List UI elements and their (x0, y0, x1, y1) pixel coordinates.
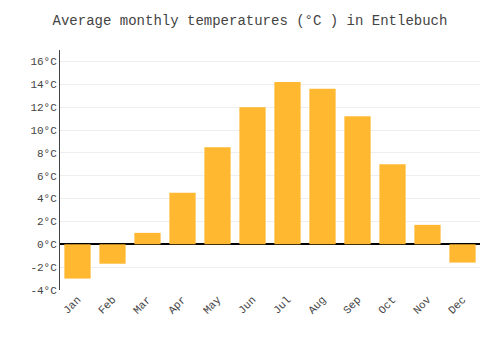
svg-text:Sep: Sep (341, 294, 363, 316)
svg-text:Mar: Mar (131, 294, 153, 316)
svg-text:Apr: Apr (166, 294, 188, 316)
svg-text:-2°C: -2°C (30, 262, 57, 274)
svg-text:16°C: 16°C (30, 56, 57, 68)
svg-text:4°C: 4°C (37, 193, 57, 205)
svg-text:-4°C: -4°C (30, 285, 57, 297)
svg-text:Feb: Feb (96, 294, 118, 316)
svg-text:0°C: 0°C (37, 239, 57, 251)
svg-text:Jan: Jan (61, 294, 83, 316)
svg-text:Jun: Jun (236, 294, 258, 316)
svg-text:14°C: 14°C (30, 79, 57, 91)
svg-text:Average monthly temperatures (: Average monthly temperatures (°C ) in En… (53, 13, 448, 29)
svg-text:Nov: Nov (411, 294, 434, 317)
svg-text:8°C: 8°C (37, 148, 57, 160)
svg-text:Oct: Oct (376, 294, 398, 316)
svg-text:Jul: Jul (271, 294, 293, 316)
svg-text:Dec: Dec (446, 294, 468, 316)
svg-text:6°C: 6°C (37, 171, 57, 183)
svg-text:10°C: 10°C (30, 125, 57, 137)
svg-text:May: May (201, 294, 224, 317)
svg-text:Aug: Aug (306, 294, 328, 316)
svg-text:12°C: 12°C (30, 102, 57, 114)
svg-text:2°C: 2°C (37, 216, 57, 228)
